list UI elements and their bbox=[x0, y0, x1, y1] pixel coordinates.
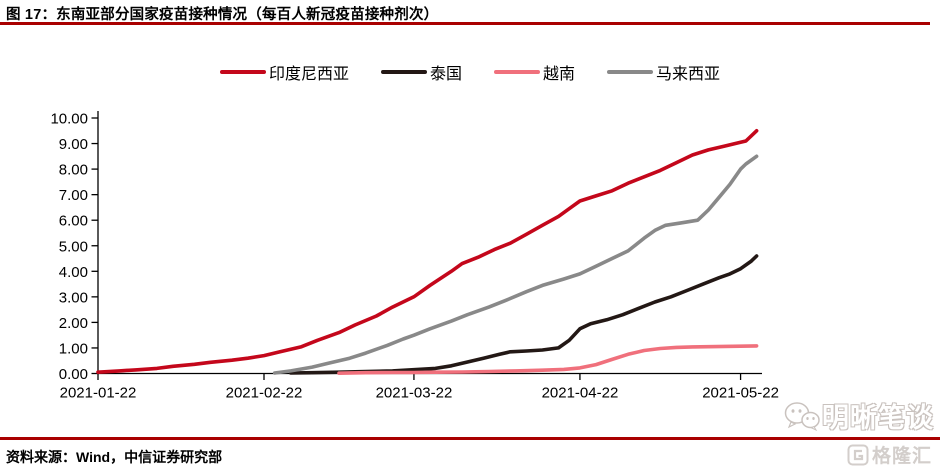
x-axis-label: 2021-05-22 bbox=[702, 385, 779, 402]
y-axis-label: 3.00 bbox=[59, 289, 88, 306]
wechat-watermark: 明晰笔谈 bbox=[784, 396, 934, 435]
vaccination-line-chart: 0.00 1.00 2.00 3.00 4.00 5.00 6.00 7.00 8.00 9.00… bbox=[50, 111, 779, 402]
series-line-1 bbox=[288, 254, 759, 375]
legend-item-indonesia: 印度尼西亚 bbox=[219, 60, 349, 84]
figure-title: 图 17：东南亚部分国家疫苗接种情况（每百人新冠疫苗接种剂次） bbox=[6, 7, 439, 23]
x-axis-label: 2021-03-22 bbox=[376, 385, 453, 402]
legend-label-indonesia: 印度尼西亚 bbox=[268, 66, 349, 83]
y-axis-label: 6.00 bbox=[59, 213, 88, 230]
y-axis-label: 1.00 bbox=[59, 340, 88, 357]
gelonghui-watermark-label: 格隆汇 bbox=[871, 446, 932, 467]
gelonghui-logo-icon bbox=[847, 444, 869, 465]
y-axis-label: 5.00 bbox=[59, 238, 88, 255]
legend-label-thailand: 泰国 bbox=[429, 66, 462, 83]
wechat-watermark-label: 明晰笔谈 bbox=[822, 403, 934, 433]
source-text: 资料来源：Wind，中信证券研究部 bbox=[6, 449, 223, 465]
legend-item-thailand: 泰国 bbox=[380, 60, 462, 84]
series-line-0 bbox=[96, 128, 759, 375]
gelonghui-watermark: 格隆汇 bbox=[847, 441, 932, 468]
axis-lines bbox=[97, 111, 762, 375]
legend-swatch-vietnam bbox=[494, 70, 540, 74]
wechat-icon bbox=[784, 401, 820, 431]
chart-legend: 印度尼西亚 泰国 越南 马来西亚 bbox=[0, 60, 940, 84]
y-axis-label: 2.00 bbox=[59, 315, 88, 332]
x-axis-label: 2021-04-22 bbox=[542, 385, 619, 402]
legend-label-vietnam: 越南 bbox=[543, 66, 576, 83]
legend-swatch-thailand bbox=[380, 70, 427, 74]
y-axis-label: 7.00 bbox=[59, 187, 88, 204]
x-axis-label: 2021-01-22 bbox=[60, 385, 137, 402]
legend-item-vietnam: 越南 bbox=[494, 60, 575, 84]
legend-item-malaysia: 马来西亚 bbox=[607, 60, 720, 84]
legend-label-malaysia: 马来西亚 bbox=[656, 66, 721, 83]
y-axis-label: 4.00 bbox=[59, 264, 88, 281]
bottom-divider bbox=[0, 437, 940, 440]
watermark: 明晰笔谈 格隆汇 bbox=[784, 396, 934, 468]
title-divider bbox=[0, 22, 930, 25]
x-axis-label: 2021-02-22 bbox=[226, 385, 303, 402]
y-axis-label: 10.00 bbox=[50, 111, 88, 128]
series-line-2 bbox=[337, 344, 759, 376]
y-axis-label: 8.00 bbox=[59, 162, 88, 179]
legend-swatch-indonesia bbox=[219, 70, 266, 74]
series-line-3 bbox=[272, 154, 759, 375]
y-axis-label: 0.00 bbox=[59, 366, 88, 383]
legend-swatch-malaysia bbox=[607, 70, 654, 74]
y-axis-label: 9.00 bbox=[59, 136, 88, 153]
